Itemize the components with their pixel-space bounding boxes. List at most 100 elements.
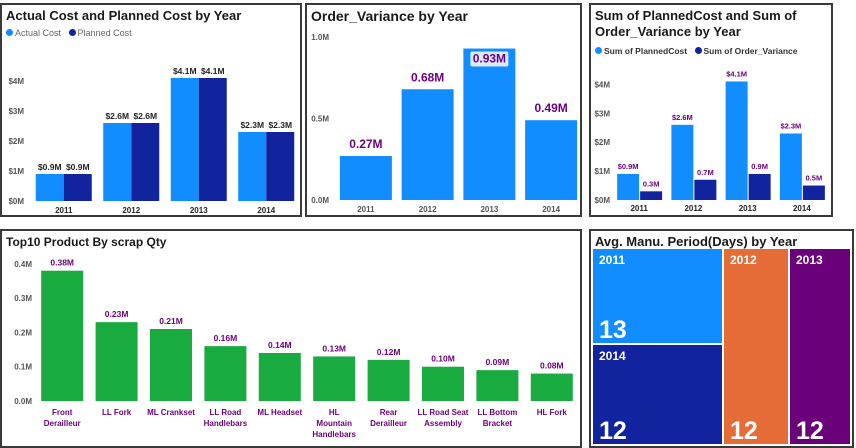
cost-data-label: $2.6M	[133, 111, 157, 121]
sum-data-label: 0.7M	[697, 168, 714, 177]
variance-data-label: 0.49M	[534, 101, 567, 115]
sum-data-label: 0.3M	[643, 179, 660, 188]
cost-chart-legend: Actual Cost Planned Cost	[6, 27, 137, 38]
sum-data-label: 0.5M	[806, 174, 823, 183]
sum-data-label: 0.9M	[751, 162, 768, 171]
sum-chart-legend: Sum of PlannedCost Sum of Order_Variance	[595, 45, 803, 56]
sum-chart-title-line2: Order_Variance by Year	[595, 24, 741, 39]
sum-ytick-label: $1M	[594, 167, 610, 176]
legend-swatch-actual	[6, 29, 13, 37]
scrap-xtick-label: Mountain	[316, 419, 352, 428]
sum-data-label: $0.9M	[618, 162, 639, 171]
legend-swatch-ordervariance	[694, 47, 702, 55]
scrap-xtick-label: HL Fork	[537, 408, 568, 417]
variance-ytick-label: 0.0M	[311, 196, 329, 205]
treemap-cell-2012[interactable]: 2012 12	[724, 249, 788, 445]
scrap-bar	[204, 346, 247, 401]
sum-bar-plannedcost	[779, 133, 802, 200]
sum-data-label: $2.3M	[780, 122, 801, 131]
variance-bar	[463, 48, 516, 200]
treemap-year-2013: 2013	[796, 253, 823, 267]
variance-data-label: 0.27M	[349, 137, 382, 151]
scrap-xtick-label: Rear	[380, 408, 398, 417]
cost-ytick-label: $4M	[8, 77, 24, 86]
variance-ytick-label: 1.0M	[311, 33, 329, 42]
sum-ytick-label: $3M	[594, 109, 610, 118]
cost-chart-svg: $0M $1M $2M $3M $4M $0.9M $0.9M 2011 $2.6M $2.6M 2…	[8, 66, 295, 215]
scrap-data-label: 0.09M	[486, 357, 510, 367]
scrap-data-label: 0.14M	[268, 340, 292, 350]
scrap-bar	[476, 370, 519, 401]
variance-data-label: 0.68M	[411, 70, 444, 84]
cost-bar-actual	[103, 123, 132, 201]
scrap-chart-title: Top10 Product By scrap Qty	[6, 235, 167, 249]
cost-ytick-label: $2M	[8, 137, 24, 146]
scrap-xtick-label: LL Bottom	[477, 408, 517, 417]
sum-chart-title-line1: Sum of PlannedCost and Sum of	[595, 8, 797, 23]
variance-xtick-label: 2014	[542, 205, 560, 214]
treemap-cell-2014[interactable]: 2014 12	[593, 345, 722, 445]
treemap-cell-2013[interactable]: 2013 12	[790, 249, 850, 445]
sum-bar-plannedcost	[671, 124, 694, 200]
cost-xtick-label: 2011	[55, 206, 73, 215]
cost-xtick-label: 2014	[257, 206, 275, 215]
cost-data-label: $0.9M	[38, 162, 62, 172]
cost-ytick-label: $3M	[8, 107, 24, 116]
scrap-bar	[95, 322, 138, 401]
cost-xtick-label: 2013	[190, 206, 208, 215]
variance-bar	[525, 120, 578, 200]
scrap-bar	[258, 353, 301, 401]
scrap-xtick-label: Handlebars	[204, 419, 248, 428]
cost-ytick-label: $1M	[8, 167, 24, 176]
cost-bar-planned	[63, 174, 92, 201]
scrap-bar	[313, 356, 356, 401]
treemap-year-2012: 2012	[730, 253, 757, 267]
sum-chart-panel[interactable]: Sum of PlannedCost and Sum of Order_Vari…	[589, 3, 833, 217]
treemap-cell-2011[interactable]: 2011 13	[593, 249, 722, 344]
variance-chart-panel[interactable]: Order_Variance by Year 0.0M 0.5M 1.0M 0.27M…	[305, 3, 582, 217]
scrap-ytick-label: 0.1M	[14, 363, 32, 372]
scrap-xtick-label: LL Road	[209, 408, 241, 417]
cost-chart-title: Actual Cost and Planned Cost by Year	[6, 8, 242, 23]
scrap-xtick-label: Assembly	[424, 419, 462, 428]
cost-ytick-label: $0M	[8, 197, 24, 206]
scrap-xtick-label: LL Fork	[102, 408, 132, 417]
treemap-value-2013: 12	[796, 417, 824, 445]
sum-bar-ordervariance	[802, 185, 825, 200]
scrap-ytick-label: 0.2M	[14, 328, 32, 337]
legend-swatch-planned	[68, 29, 76, 37]
scrap-chart-svg: 0.0M 0.1M 0.2M 0.3M 0.4M 0.38M Front Derailleur…	[14, 258, 573, 439]
scrap-xtick-label: LL Road Seat	[418, 408, 469, 417]
scrap-bar	[367, 359, 410, 401]
scrap-xtick-label: Derailleur	[370, 419, 407, 428]
sum-chart-svg: $0M $1M $2M $3M $4M $0.9M 0.3M 2011 $2.6M 0.7M 201…	[594, 69, 825, 213]
scrap-xtick-label: Derailleur	[44, 419, 81, 428]
sum-bar-plannedcost	[617, 173, 640, 200]
scrap-ytick-label: 0.0M	[14, 397, 32, 406]
scrap-chart-panel[interactable]: Top10 Product By scrap Qty 0.0M 0.1M 0.2M 0…	[0, 229, 582, 448]
sum-bar-plannedcost	[725, 81, 748, 200]
sum-ytick-label: $0M	[594, 196, 610, 205]
treemap-panel[interactable]: Avg. Manu. Period(Days) by Year 2011 13 …	[589, 229, 854, 448]
cost-data-label: $2.3M	[240, 120, 264, 130]
treemap-value-2011: 13	[599, 316, 627, 344]
cost-chart-panel[interactable]: Actual Cost and Planned Cost by Year Act…	[0, 3, 302, 217]
sum-data-label: $2.6M	[672, 113, 693, 122]
sum-chart-title: Sum of PlannedCost and Sum of Order_Vari…	[595, 8, 797, 40]
scrap-ytick-label: 0.3M	[14, 294, 32, 303]
cost-bar-planned	[266, 132, 295, 201]
scrap-data-label: 0.16M	[214, 333, 238, 343]
variance-bar	[401, 89, 454, 200]
treemap-value-2014: 12	[599, 417, 627, 445]
sum-bar-ordervariance	[748, 173, 771, 200]
cost-data-label: $0.9M	[66, 162, 90, 172]
sum-xtick-label: 2013	[739, 204, 757, 213]
sum-xtick-label: 2011	[630, 204, 648, 213]
variance-chart-title: Order_Variance by Year	[311, 8, 468, 24]
treemap-year-2014: 2014	[599, 349, 626, 363]
scrap-xtick-label: ML Crankset	[147, 408, 195, 417]
scrap-ytick-label: 0.4M	[14, 260, 32, 269]
cost-bar-planned	[131, 123, 160, 201]
variance-xtick-label: 2012	[419, 205, 437, 214]
legend-swatch-plannedcost	[595, 47, 602, 55]
